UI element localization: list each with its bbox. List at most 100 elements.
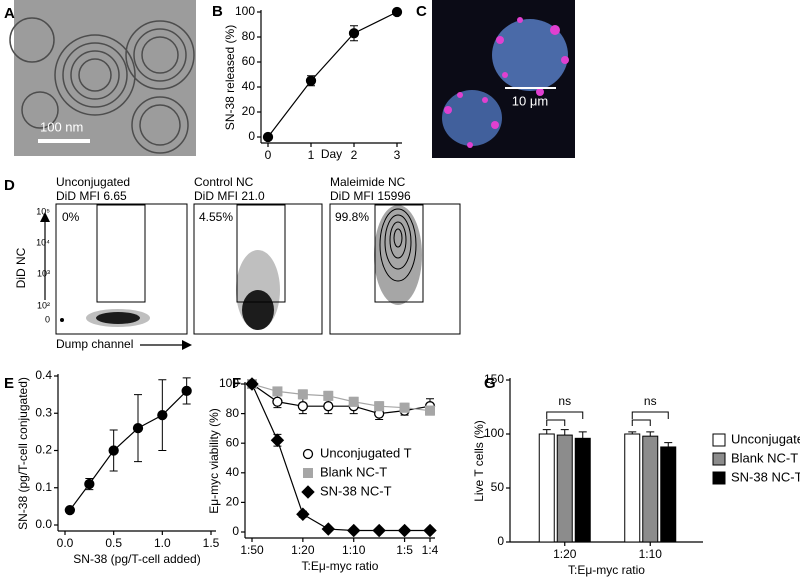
error-bar (628, 431, 637, 434)
marker (348, 396, 359, 407)
marker (391, 6, 403, 18)
plot-title: Unconjugated (56, 175, 130, 189)
y-tick-label: 0 (248, 129, 255, 143)
x-tick-label: 3 (394, 148, 401, 162)
y-axis-label: Eμ-myc viability (%) (207, 408, 221, 514)
y-tick-label: 20 (226, 495, 240, 509)
marker (132, 422, 144, 434)
micrograph-c: 10 μm (432, 0, 575, 158)
error-bar (578, 431, 587, 439)
marker (397, 523, 412, 538)
tick-label: 10⁵ (36, 206, 50, 216)
x-axis-label: T:Eμ-myc ratio (302, 559, 379, 573)
marker (323, 390, 334, 401)
annotation: ns (558, 394, 571, 408)
marker (245, 377, 259, 391)
y-tick-label: 40 (226, 465, 240, 479)
legend-swatch (712, 452, 726, 466)
legend-label: Unconjugated T (731, 431, 800, 446)
x-axis-label: SN-38 (pg/T-cell added) (73, 552, 200, 566)
y-tick-label: 80 (242, 29, 256, 43)
gate-percent: 0% (62, 210, 80, 224)
marker (297, 401, 309, 412)
legend-swatch (712, 433, 726, 447)
y-tick-label: 80 (226, 406, 240, 420)
y-axis-label: SN-38 released (%) (223, 25, 237, 130)
y-tick-label: 0.1 (35, 480, 52, 494)
y-tick-label: 100 (235, 4, 255, 18)
y-tick-label: 60 (242, 54, 256, 68)
x-tick-label: 1:50 (240, 543, 264, 557)
y-tick-label: 40 (242, 79, 256, 93)
marker (323, 401, 334, 412)
x-tick-label: 0.5 (105, 536, 122, 550)
x-tick-label: 0 (265, 148, 272, 162)
marker (270, 433, 285, 447)
marker (303, 468, 313, 478)
y-tick-label: 100 (219, 376, 239, 390)
scale-bar-label: 100 nm (40, 119, 83, 134)
x-axis-label: Day (321, 147, 342, 161)
tick-label: 0 (45, 314, 50, 324)
marker (305, 75, 317, 86)
marker (64, 504, 76, 516)
marker (348, 28, 360, 39)
axis-label: Dump channel (56, 337, 133, 351)
bracket (631, 411, 669, 426)
marker (108, 445, 119, 456)
marker (399, 402, 410, 413)
plot-title: Maleimide NC (330, 175, 406, 189)
legend-label: SN-38 NC-T (320, 483, 392, 498)
micrograph-a: 100 nm (9, 0, 196, 156)
bracket (546, 411, 584, 426)
x-tick-label: 1:5 (396, 543, 413, 557)
plot-subtitle: DiD MFI 21.0 (194, 189, 265, 203)
y-tick-label: 60 (226, 435, 240, 449)
error-bar (664, 442, 673, 447)
x-tick-label: 1:20 (291, 543, 315, 557)
marker (347, 523, 361, 538)
error-bar (542, 429, 551, 434)
x-tick-label: 1:20 (553, 547, 577, 561)
legend-label: Blank NC-T (731, 450, 798, 465)
marker (374, 401, 385, 412)
panel-label: G (484, 375, 496, 392)
marker (321, 522, 335, 536)
x-tick-label: 0.0 (57, 536, 74, 550)
marker (296, 507, 310, 521)
marker (157, 409, 168, 421)
panel-label: D (4, 177, 15, 194)
flow-panel: DiD NC Dump channel 10⁵ 10⁴ 10³ 10² 0 Un… (14, 175, 461, 351)
tick-label: 10⁴ (36, 237, 50, 247)
line (267, 11, 398, 138)
error-bar (646, 431, 655, 437)
x-tick-label: 1:10 (639, 547, 663, 561)
x-axis-label: T:Eμ-myc ratio (568, 563, 645, 577)
y-tick-label: 0.3 (35, 405, 52, 419)
panel-label: F (232, 375, 241, 392)
gate-percent: 99.8% (335, 210, 369, 224)
y-tick-label: 150 (484, 372, 504, 386)
y-axis-label: Live T cells (%) (472, 420, 486, 502)
bar (574, 437, 591, 543)
panel-label: E (4, 375, 14, 392)
bar (624, 433, 641, 543)
bar (556, 434, 573, 543)
x-tick-label: 2 (351, 148, 358, 162)
panel-label: C (416, 3, 427, 20)
x-tick-label: 1:4 (422, 543, 439, 557)
marker (84, 478, 95, 490)
panel-label: B (212, 3, 223, 20)
y-axis-label: SN-38 (pg/T-cell conjugated) (16, 377, 30, 530)
y-tick-label: 20 (242, 104, 256, 118)
marker (181, 385, 192, 397)
tick-label: 10³ (37, 268, 50, 278)
error-bar (560, 429, 569, 436)
axis-label: DiD NC (14, 247, 28, 288)
legend-swatch (712, 471, 726, 485)
y-tick-label: 0 (232, 524, 239, 538)
line (69, 390, 188, 511)
scale-bar-label: 10 μm (512, 93, 548, 108)
bar (538, 433, 555, 543)
